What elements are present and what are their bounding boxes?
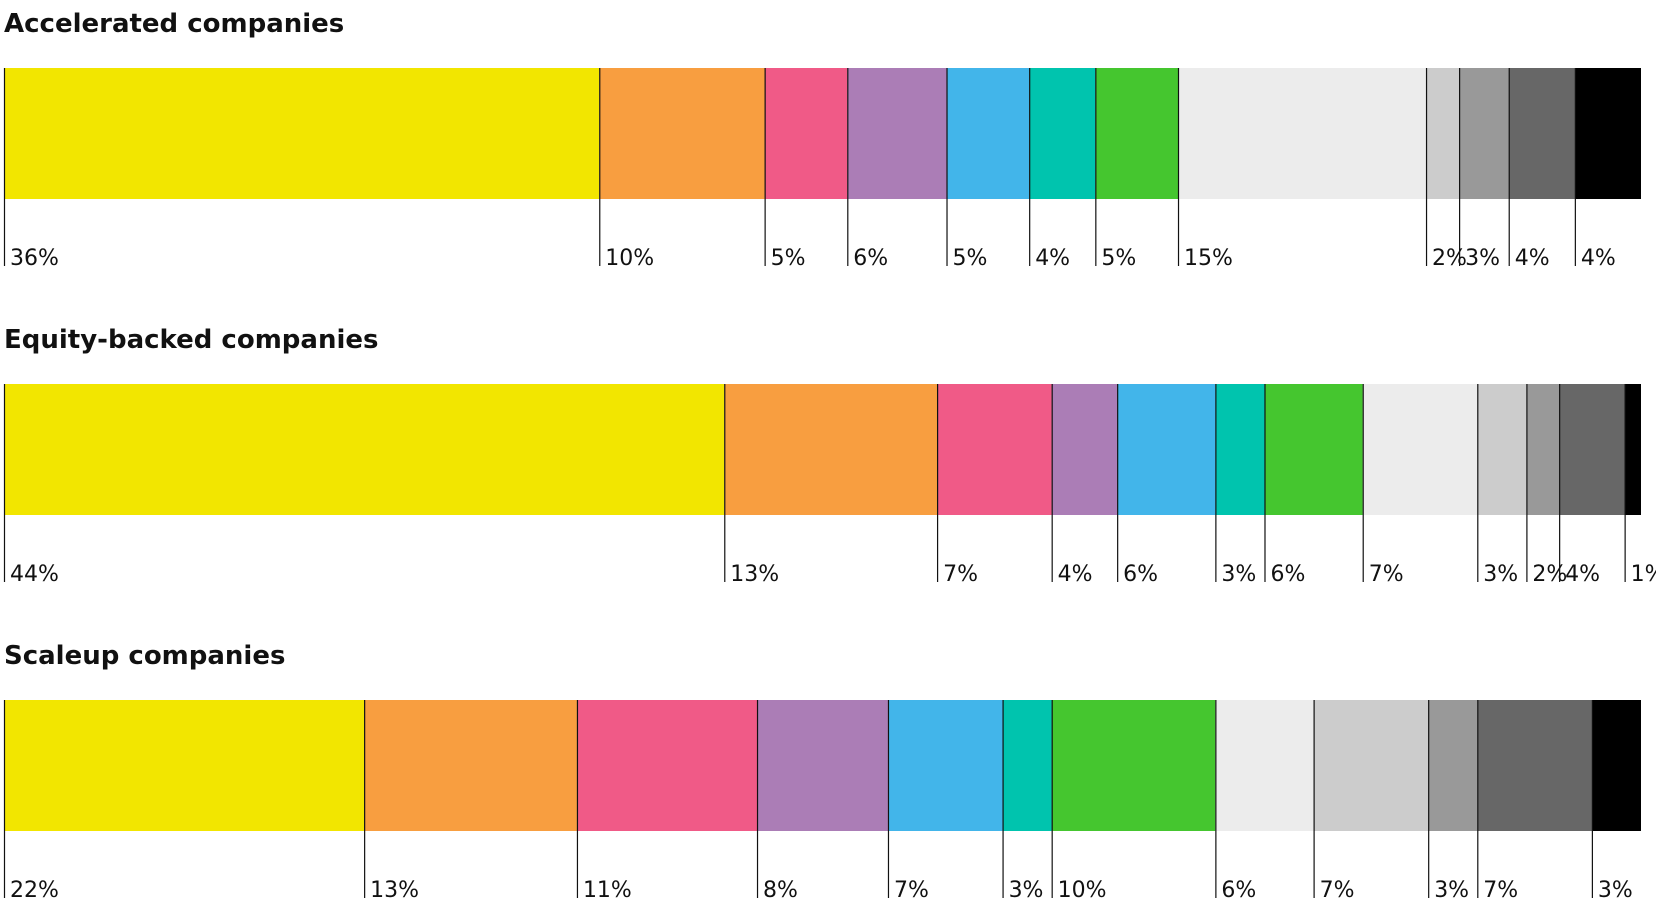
value-label: 3% — [1009, 878, 1044, 902]
bar-segment — [1095, 68, 1179, 199]
bar-segment — [1624, 384, 1641, 515]
value-label: 2% — [1432, 246, 1467, 271]
bar-segment — [4, 384, 725, 515]
bar-segment — [946, 68, 1030, 199]
value-label: 3% — [1434, 878, 1469, 902]
bar-segment — [1051, 384, 1118, 515]
chart-title: Accelerated companies — [4, 9, 344, 39]
bar-segment — [887, 700, 1003, 831]
value-label: 4% — [1515, 246, 1550, 271]
value-label: 13% — [730, 562, 779, 587]
value-label: 44% — [10, 562, 59, 587]
value-label: 6% — [853, 246, 888, 271]
bar-segment — [1426, 68, 1460, 199]
value-label: 4% — [1581, 246, 1616, 271]
value-label: 13% — [370, 878, 419, 902]
bar-segment — [1002, 700, 1052, 831]
value-label: 1% — [1631, 562, 1656, 587]
value-label: 3% — [1598, 878, 1633, 902]
bar-segment — [576, 700, 758, 831]
value-label: 4% — [1035, 246, 1070, 271]
bar-segment — [1477, 700, 1592, 831]
value-label: 4% — [1565, 562, 1600, 587]
bar-segment — [1459, 68, 1509, 199]
value-label: 3% — [1465, 246, 1500, 271]
bar-segment — [1029, 68, 1096, 199]
value-label: 10% — [605, 246, 654, 271]
value-label: 36% — [10, 246, 59, 271]
value-label: 15% — [1184, 246, 1233, 271]
bar-segment — [1428, 700, 1478, 831]
bar-segment — [364, 700, 577, 831]
bar-segment — [937, 384, 1052, 515]
bar-segment — [1117, 384, 1216, 515]
value-label: 7% — [943, 562, 978, 587]
value-label: 22% — [10, 878, 59, 902]
bar-segment — [1313, 700, 1429, 831]
bar-segment — [724, 384, 938, 515]
value-label: 6% — [1221, 878, 1256, 902]
value-label: 7% — [894, 878, 929, 902]
bar-segment — [1215, 700, 1314, 831]
value-label: 3% — [1483, 562, 1518, 587]
bar-segment — [1362, 384, 1478, 515]
value-label: 5% — [1101, 246, 1136, 271]
bar-segment — [4, 700, 365, 831]
bar-segment — [1559, 384, 1625, 515]
chart-title: Scaleup companies — [4, 641, 285, 671]
bar-segment — [1051, 700, 1216, 831]
bar-segment — [1526, 384, 1560, 515]
value-label: 7% — [1369, 562, 1404, 587]
value-label: 2% — [1532, 562, 1567, 587]
value-label: 7% — [1483, 878, 1518, 902]
bar-segment — [599, 68, 765, 199]
bar-segment — [1477, 384, 1527, 515]
bar-segment — [764, 68, 848, 199]
bar-segment — [1574, 68, 1641, 199]
bar-segment — [757, 700, 888, 831]
bar-segment — [1508, 68, 1575, 199]
chart-title: Equity-backed companies — [4, 325, 378, 355]
bar-segment — [1178, 68, 1427, 199]
value-label: 8% — [763, 878, 798, 902]
value-label: 3% — [1221, 562, 1256, 587]
value-label: 6% — [1123, 562, 1158, 587]
bar-segment — [1264, 384, 1363, 515]
value-label: 7% — [1320, 878, 1355, 902]
bar-segment — [1591, 700, 1641, 831]
bar-segment — [847, 68, 947, 199]
bar-segment — [1215, 384, 1265, 515]
value-label: 5% — [771, 246, 806, 271]
bar-segment — [4, 68, 600, 199]
value-label: 10% — [1058, 878, 1107, 902]
value-label: 11% — [583, 878, 632, 902]
value-label: 4% — [1058, 562, 1093, 587]
value-label: 6% — [1270, 562, 1305, 587]
value-label: 5% — [953, 246, 988, 271]
